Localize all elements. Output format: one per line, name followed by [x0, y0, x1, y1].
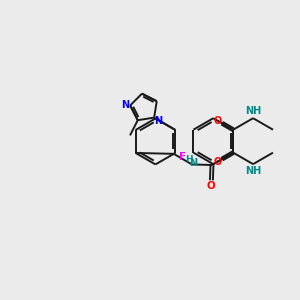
Text: O: O	[213, 157, 221, 167]
Text: H: H	[184, 155, 192, 164]
Text: N: N	[154, 116, 162, 126]
Text: NH: NH	[245, 167, 261, 176]
Text: N: N	[121, 100, 129, 110]
Text: O: O	[207, 181, 216, 191]
Text: N: N	[189, 158, 197, 168]
Text: NH: NH	[245, 106, 261, 116]
Text: F: F	[179, 152, 186, 162]
Text: O: O	[213, 116, 221, 126]
